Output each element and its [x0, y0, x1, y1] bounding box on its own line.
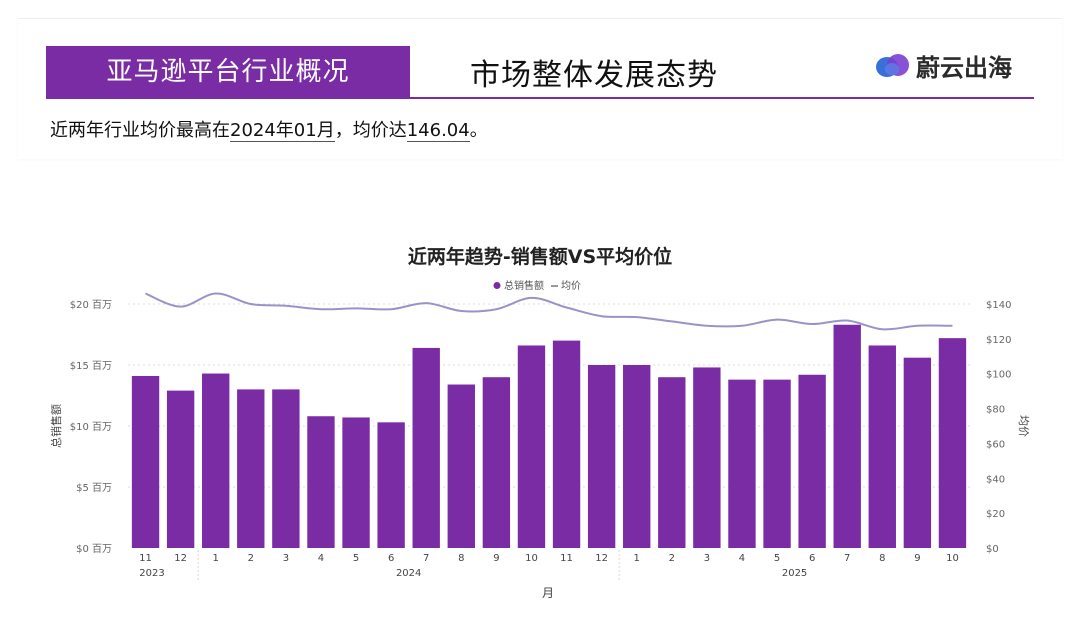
summary-peak-month: 2024年01月	[230, 120, 335, 142]
bar-sales	[202, 373, 230, 548]
right-tick-label: $100	[986, 370, 1011, 381]
x-tick-label: 3	[283, 553, 289, 564]
right-tick-label: $20	[986, 509, 1005, 520]
bar-sales	[166, 390, 195, 548]
bar-sales	[693, 367, 721, 548]
x-tick-label: 10	[946, 553, 959, 564]
brand-name: 蔚云出海	[916, 53, 1012, 82]
avg-price-line	[145, 292, 953, 331]
x-tick-label: 6	[809, 553, 815, 564]
right-tick-label: $40	[986, 474, 1005, 485]
right-tick-label: $60	[986, 439, 1005, 450]
bar-sales	[798, 374, 826, 548]
bar-sales	[412, 347, 440, 548]
right-axis-title: 均价	[1017, 415, 1030, 437]
header-divider	[46, 97, 1034, 99]
x-tick-label: 12	[595, 553, 608, 564]
x-tick-label: 1	[634, 553, 640, 564]
legend-price-label: 均价	[561, 280, 581, 292]
x-tick-label: 2	[669, 553, 675, 564]
x-tick-label: 4	[318, 553, 324, 564]
bar-sales	[833, 324, 861, 548]
bar-sales	[272, 389, 300, 548]
bar-sales	[763, 379, 791, 548]
x-tick-label: 12	[174, 553, 187, 564]
bar-sales	[868, 345, 896, 548]
section-tag: 亚马逊平台行业概况	[46, 46, 410, 98]
left-tick-label: $10 百万	[70, 421, 112, 433]
summary-text: 近两年行业均价最高在2024年01月，均价达146.04。	[50, 116, 488, 142]
bar-sales	[342, 417, 370, 548]
bar-sales	[131, 375, 160, 548]
bar-sales	[482, 377, 511, 548]
x-tick-label: 9	[914, 553, 920, 564]
bar-sales	[728, 379, 756, 548]
year-label: 2025	[782, 568, 807, 579]
bar-sales	[377, 422, 405, 548]
page-title: 市场整体发展态势	[470, 58, 718, 93]
legend-sales-label: 总销售额	[504, 279, 544, 292]
x-tick-label: 6	[388, 553, 394, 564]
bar-sales	[623, 365, 651, 548]
x-tick-label: 7	[844, 553, 850, 564]
year-label: 2023	[139, 568, 164, 579]
summary-suffix: 。	[469, 120, 488, 141]
left-tick-label: $0 百万	[76, 543, 112, 555]
summary-prefix: 近两年行业均价最高在	[50, 120, 230, 141]
left-tick-label: $5 百万	[76, 482, 112, 494]
x-tick-label: 8	[458, 553, 464, 564]
x-tick-label: 3	[704, 553, 710, 564]
bar-sales	[517, 345, 546, 548]
brand-logo: 蔚云出海	[874, 50, 1012, 82]
bar-sales	[237, 389, 265, 548]
x-tick-label: 5	[774, 553, 780, 564]
x-tick-label: 11	[560, 553, 573, 564]
left-axis-title: 总销售额	[49, 404, 63, 448]
right-tick-label: $80	[986, 405, 1005, 416]
bar-sales	[938, 338, 967, 548]
x-tick-label: 1	[213, 553, 219, 564]
bar-sales	[658, 377, 686, 548]
summary-middle: ，均价达	[334, 120, 407, 141]
x-tick-label: 11	[139, 553, 152, 564]
year-label: 2024	[396, 568, 421, 579]
cloud-logo-icon	[876, 54, 909, 77]
bar-sales	[552, 340, 581, 548]
left-tick-label: $15 百万	[70, 360, 112, 372]
bar-sales	[587, 365, 616, 548]
x-tick-label: 2	[248, 553, 254, 564]
x-tick-label: 5	[353, 553, 359, 564]
bar-sales	[903, 357, 932, 548]
x-tick-label: 4	[739, 553, 745, 564]
x-tick-label: 8	[879, 553, 885, 564]
summary-peak-price: 146.04	[406, 120, 470, 142]
x-tick-label: 10	[525, 553, 538, 564]
left-tick-label: $20 百万	[70, 299, 112, 311]
chart-title: 近两年趋势-销售额VS平均价位	[408, 245, 672, 268]
bar-sales	[307, 416, 335, 548]
x-tick-label: 9	[493, 553, 499, 564]
legend-bar-marker	[493, 282, 501, 289]
right-tick-label: $120	[986, 335, 1011, 346]
x-tick-label: 7	[423, 553, 429, 564]
bar-sales	[447, 384, 475, 548]
x-axis-title: 月	[542, 586, 554, 600]
right-tick-label: $0	[986, 544, 999, 555]
right-tick-label: $140	[986, 300, 1011, 311]
